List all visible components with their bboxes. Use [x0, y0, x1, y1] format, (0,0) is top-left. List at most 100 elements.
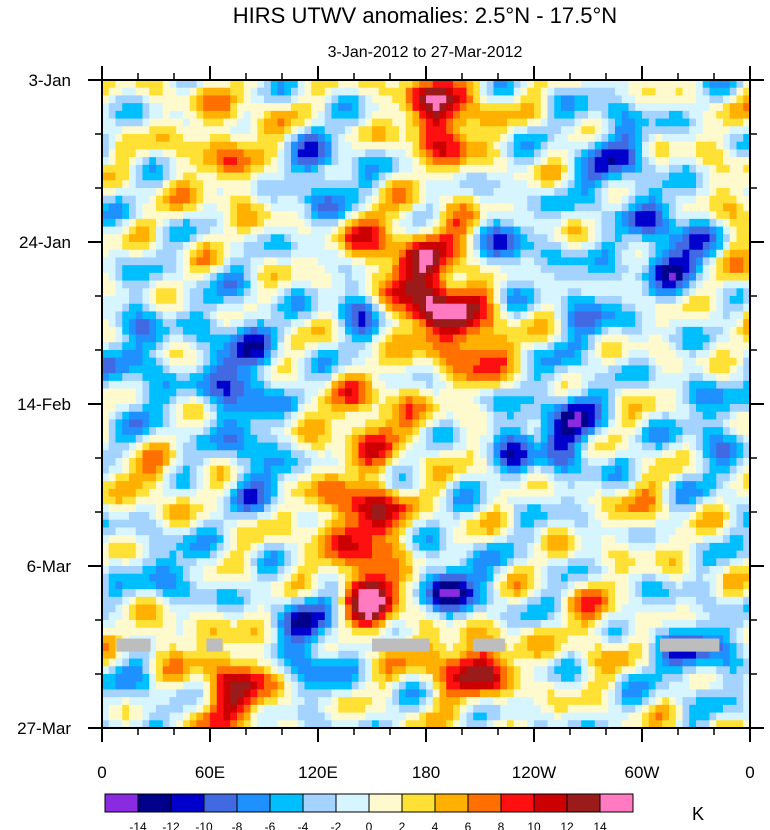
heatmap-cell	[453, 450, 461, 459]
heatmap-cell	[453, 272, 461, 282]
heatmap-cell	[743, 203, 751, 212]
heatmap-cell	[270, 95, 279, 104]
heatmap-cell	[324, 373, 333, 382]
heatmap-cell	[399, 342, 407, 351]
heatmap-cell	[122, 411, 130, 421]
heatmap-cell	[392, 226, 400, 235]
heatmap-cell	[243, 411, 252, 421]
heatmap-cell	[183, 357, 191, 367]
heatmap-cell	[736, 110, 744, 120]
heatmap-cell	[669, 396, 677, 405]
heatmap-cell	[621, 95, 630, 104]
heatmap-cell	[176, 226, 184, 235]
heatmap-cell	[203, 380, 211, 390]
heatmap-cell	[480, 218, 488, 228]
heatmap-cell	[486, 234, 495, 243]
heatmap-cell	[581, 342, 589, 351]
heatmap-cell	[277, 303, 285, 313]
heatmap-cell	[115, 211, 123, 220]
heatmap-cell	[358, 473, 366, 482]
heatmap-cell	[473, 203, 481, 212]
heatmap-cell	[277, 434, 285, 444]
heatmap-cell	[480, 257, 488, 266]
heatmap-cell	[318, 419, 326, 428]
heatmap-cell	[372, 118, 380, 127]
heatmap-cell	[507, 396, 515, 405]
heatmap-cell	[156, 342, 164, 351]
heatmap-cell	[635, 249, 643, 259]
heatmap-cell	[122, 218, 130, 228]
heatmap-cell	[459, 188, 468, 197]
heatmap-cell	[142, 272, 150, 282]
heatmap-cell	[615, 404, 623, 413]
heatmap-cell	[331, 427, 339, 436]
heatmap-cell	[554, 404, 562, 413]
heatmap-cell	[203, 458, 211, 467]
heatmap-cell	[615, 365, 623, 374]
heatmap-cell	[237, 373, 245, 382]
heatmap-cell	[581, 303, 589, 313]
heatmap-cell	[149, 95, 157, 104]
heatmap-cell	[284, 103, 292, 112]
heatmap-cell	[338, 118, 346, 127]
heatmap-cell	[615, 319, 623, 328]
heatmap-cell	[439, 203, 447, 212]
heatmap-cell	[196, 218, 204, 228]
heatmap-cell	[210, 458, 218, 467]
heatmap-cell	[547, 118, 555, 127]
heatmap-cell	[243, 211, 252, 220]
heatmap-cell	[581, 411, 589, 421]
heatmap-cell	[419, 465, 427, 475]
heatmap-cell	[338, 380, 346, 390]
heatmap-cell	[432, 218, 441, 228]
heatmap-cell	[696, 380, 704, 390]
heatmap-cell	[601, 242, 609, 251]
heatmap-cell	[156, 311, 164, 320]
heatmap-cell	[729, 365, 738, 374]
heatmap-cell	[243, 118, 252, 127]
heatmap-cell	[561, 87, 569, 97]
heatmap-cell	[723, 257, 731, 266]
heatmap-cell	[284, 272, 292, 282]
heatmap-cell	[574, 103, 582, 112]
heatmap-cell	[284, 110, 292, 120]
heatmap-cell	[628, 450, 636, 459]
heatmap-cell	[459, 87, 468, 97]
heatmap-cell	[588, 373, 596, 382]
heatmap-cell	[500, 373, 508, 382]
heatmap-cell	[655, 164, 663, 174]
heatmap-cell	[385, 118, 393, 127]
heatmap-cell	[156, 87, 164, 97]
heatmap-cell	[743, 149, 751, 158]
heatmap-cell	[318, 357, 326, 367]
heatmap-cell	[399, 334, 407, 343]
heatmap-cell	[601, 234, 609, 243]
heatmap-cell	[507, 404, 515, 413]
heatmap-cell	[709, 473, 717, 482]
heatmap-cell	[331, 180, 339, 189]
heatmap-cell	[203, 95, 211, 104]
heatmap-cell	[176, 411, 184, 421]
heatmap-cell	[601, 450, 609, 459]
heatmap-cell	[621, 350, 630, 359]
heatmap-cell	[183, 188, 191, 197]
heatmap-cell	[156, 234, 164, 243]
heatmap-cell	[696, 334, 704, 343]
heatmap-cell	[129, 242, 137, 251]
heatmap-cell	[594, 380, 603, 390]
heatmap-cell	[507, 473, 515, 482]
heatmap-cell	[142, 288, 150, 297]
heatmap-cell	[318, 103, 326, 112]
heatmap-cell	[453, 172, 461, 181]
heatmap-cell	[284, 195, 292, 205]
heatmap-cell	[743, 326, 751, 336]
heatmap-cell	[115, 334, 123, 343]
heatmap-cell	[365, 419, 373, 428]
heatmap-cell	[257, 87, 265, 97]
heatmap-cell	[358, 134, 366, 143]
heatmap-cell	[250, 80, 258, 89]
heatmap-cell	[372, 411, 380, 421]
heatmap-cell	[324, 388, 333, 397]
heatmap-cell	[237, 126, 245, 135]
heatmap-cell	[527, 234, 535, 243]
